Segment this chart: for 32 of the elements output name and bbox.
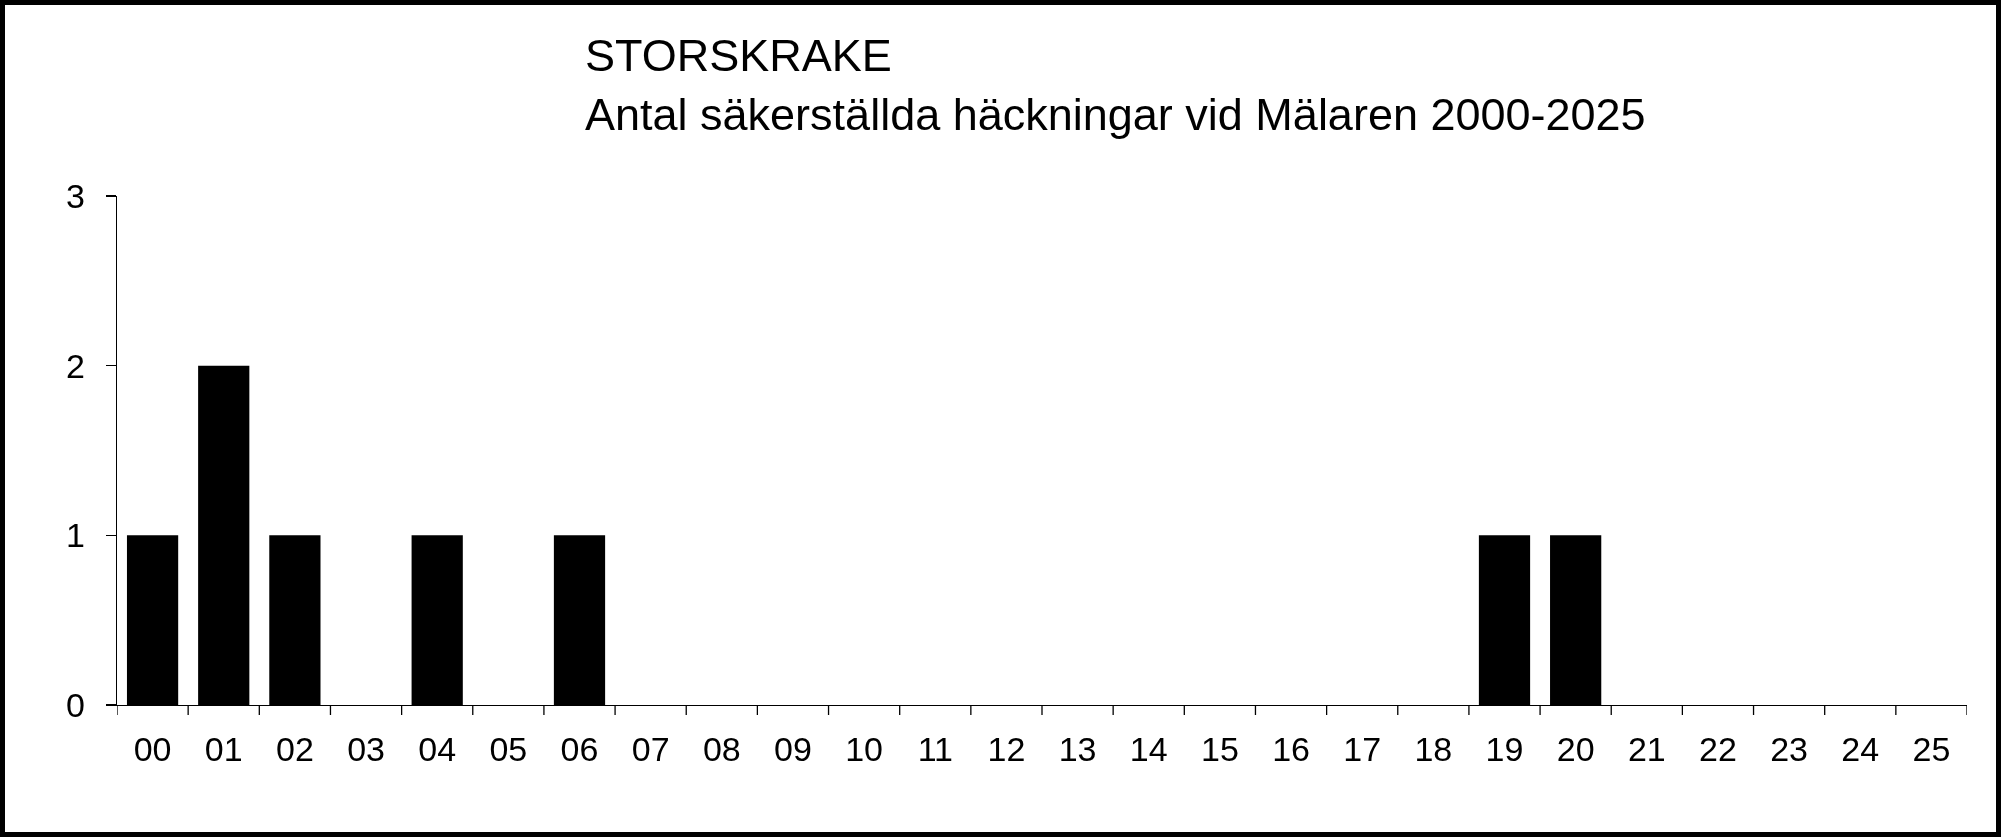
x-tick-label: 21 (1627, 730, 1666, 769)
x-tick-label: 00 (133, 730, 172, 769)
x-tick-label: 05 (489, 730, 528, 769)
x-tick-label: 08 (702, 730, 741, 769)
y-tick-label: 2 (65, 346, 85, 385)
x-tick-label: 03 (347, 730, 385, 769)
x-tick-label: 15 (1200, 730, 1239, 769)
chart-title: STORSKRAKE (585, 30, 892, 82)
x-tick-label: 07 (631, 730, 670, 769)
x-tick-label: 06 (560, 730, 599, 769)
x-tick-label: 12 (987, 730, 1026, 769)
x-tick-label: 04 (418, 730, 457, 769)
y-tick-label: 0 (65, 685, 85, 724)
y-tick-label: 1 (65, 516, 85, 555)
y-tick-label: 3 (65, 176, 85, 215)
x-tick-label: 13 (1058, 730, 1097, 769)
x-tick-label: 11 (917, 730, 953, 769)
x-tick-label: 22 (1699, 730, 1737, 769)
x-tick-label: 25 (1912, 730, 1951, 769)
x-tick-label: 02 (275, 730, 314, 769)
x-tick-label: 16 (1272, 730, 1310, 769)
x-tick-label: 23 (1770, 730, 1809, 769)
x-tick-label: 24 (1841, 730, 1880, 769)
x-tick-label: 10 (845, 730, 884, 769)
x-tick-label: 09 (774, 730, 812, 769)
x-tick-label: 19 (1485, 730, 1524, 769)
x-tick-label: 20 (1556, 730, 1595, 769)
x-tick-label: 18 (1414, 730, 1453, 769)
x-tick-label: 01 (204, 730, 243, 769)
chart-subtitle: Antal säkerställda häckningar vid Mälaren 2000-2025 (585, 88, 1646, 140)
x-tick-label: 17 (1343, 730, 1382, 769)
x-tick-label: 14 (1129, 730, 1168, 769)
